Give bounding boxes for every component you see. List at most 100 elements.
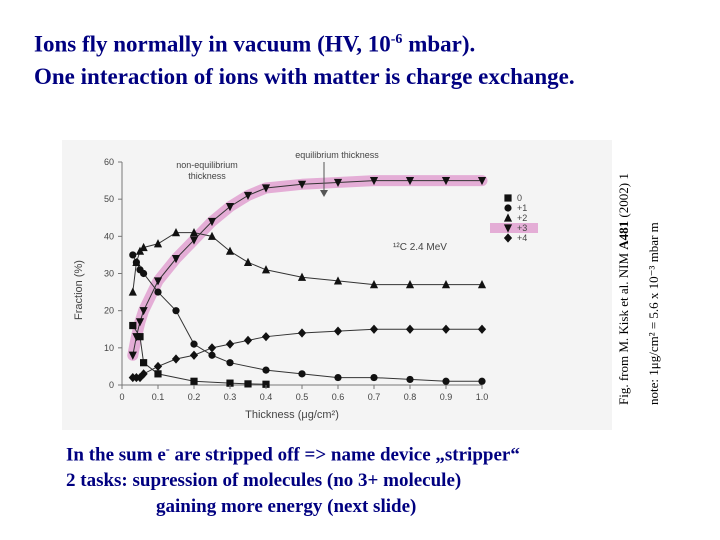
unit-note: note: 1μg/cm² = 5.6 x 10⁻³ mbar m [646,222,661,405]
data-point-plus1 [154,288,162,296]
legend-label: +2 [517,213,527,223]
bottom-text: In the sum e- are stripped off => name d… [66,436,686,520]
data-point-plus1 [226,359,234,367]
data-point-plus3 [369,176,379,186]
x-tick-label: 0.6 [332,392,345,402]
data-point-plus4 [261,332,271,342]
data-point-plus3 [333,178,343,188]
figure-citation: Fig. from M. Kisk et al. NIM A481 (2002)… [616,173,632,405]
annotation-equilibrium: equilibrium thickness [295,150,379,160]
data-point-plus2 [297,272,307,281]
data-point-plus1 [190,340,198,348]
bottom-line-1-text: In the sum e [66,444,166,466]
data-point-plus2 [207,231,217,240]
charge-state-chart: 0 0.1 0.2 0.3 0.4 0.5 0.6 0.7 0.8 0.9 1.0 0 10 20 30 40… [62,140,612,430]
x-tick-label: 0.7 [368,392,381,402]
legend-marker [504,204,512,212]
bottom-line-1-end: are stripped off => name device „strippe… [169,444,520,466]
data-point-plus1 [334,373,342,382]
data-point-0 [226,379,234,387]
x-tick-label: 0.3 [224,392,237,402]
data-point-0 [136,333,144,341]
data-point-plus1 [129,251,137,259]
data-point-plus2 [369,280,379,289]
title-line-1-end: mbar). [402,31,476,57]
title-line-2: One interaction of ions with matter is c… [34,63,575,89]
x-tick-label: 1.0 [476,392,489,402]
bottom-line-2: 2 tasks: supression of molecules (no 3+ … [66,470,462,492]
y-tick-label: 60 [104,157,114,167]
data-point-plus3 [135,318,145,327]
data-point-plus1 [140,269,148,278]
legend-label: 0 [517,193,522,203]
data-point-plus2 [441,280,451,289]
data-point-plus3 [153,277,163,286]
data-point-plus3 [132,333,141,342]
annotation-ion-energy: ¹²C 2.4 MeV [393,242,447,253]
electron-charge: - [165,442,170,456]
data-point-plus1 [172,307,180,315]
citation-volume: A481 [616,220,631,250]
data-point-plus2 [405,280,415,289]
data-point-plus4 [189,350,199,360]
data-point-plus2 [225,246,235,255]
data-point-0 [154,370,162,378]
legend-label: +3 [517,223,527,233]
title-line-1-text: Ions fly normally in vacuum (HV, 10 [34,31,391,57]
data-point-plus4 [171,354,181,364]
data-point-plus3 [261,184,271,193]
data-point-plus4 [369,324,379,334]
equilibrium-arrow-head [320,190,328,197]
annotation-line: thickness [188,171,226,181]
y-tick-label: 40 [104,231,114,241]
data-point-plus2 [132,257,141,266]
data-point-plus4 [297,328,307,338]
legend-marker [503,224,513,233]
data-point-plus2 [333,276,343,285]
data-point-plus1 [370,373,378,382]
slide-title: Ions fly normally in vacuum (HV, 10-6 mb… [34,24,704,93]
data-point-plus1 [208,351,216,359]
data-point-plus4 [477,324,487,334]
data-point-0 [262,380,270,388]
data-point-plus1 [442,377,450,385]
data-point-plus2 [128,287,137,296]
title-line-1: Ions fly normally in vacuum (HV, 10-6 mb… [34,24,704,61]
data-point-plus3 [441,176,451,186]
data-point-plus4 [441,324,451,334]
bottom-line-1: In the sum e- are stripped off => name d… [66,436,686,468]
x-tick-label: 0 [119,392,124,402]
data-point-plus3 [477,176,487,186]
citation-text: Fig. from M. Kisk et al. NIM [616,249,631,405]
legend-highlight [490,223,538,233]
data-point-0 [190,377,198,385]
bottom-line-3: gaining more energy (next slide) [156,496,417,518]
data-point-plus2 [153,239,163,248]
x-tick-label: 0.4 [260,392,273,402]
y-tick-label: 20 [104,306,114,316]
x-axis-label: Thickness (μg/cm²) [245,409,339,421]
data-point-plus3 [139,307,148,316]
data-point-0 [140,359,148,367]
citation-end: (2002) 1 [616,173,631,221]
data-point-plus3 [207,217,217,227]
data-point-plus3 [225,203,235,212]
data-point-plus2 [477,280,487,289]
annotation-line: non-equilibrium [176,160,238,170]
data-point-plus3 [171,255,181,264]
data-point-0 [244,380,252,388]
y-tick-label: 30 [104,269,114,279]
title-exponent: -6 [390,32,403,47]
x-tick-label: 0.5 [296,392,309,402]
data-point-plus3 [189,236,199,245]
data-point-plus1 [262,366,270,374]
legend-marker [503,233,513,243]
data-point-plus1 [298,370,306,378]
data-point-plus2 [139,242,148,252]
y-axis-label: Fraction (%) [73,260,85,320]
data-point-plus3 [297,180,307,189]
data-point-plus2 [261,265,271,274]
x-tick-label: 0.2 [188,392,201,402]
data-point-0 [129,321,137,330]
data-point-plus2 [189,228,199,237]
